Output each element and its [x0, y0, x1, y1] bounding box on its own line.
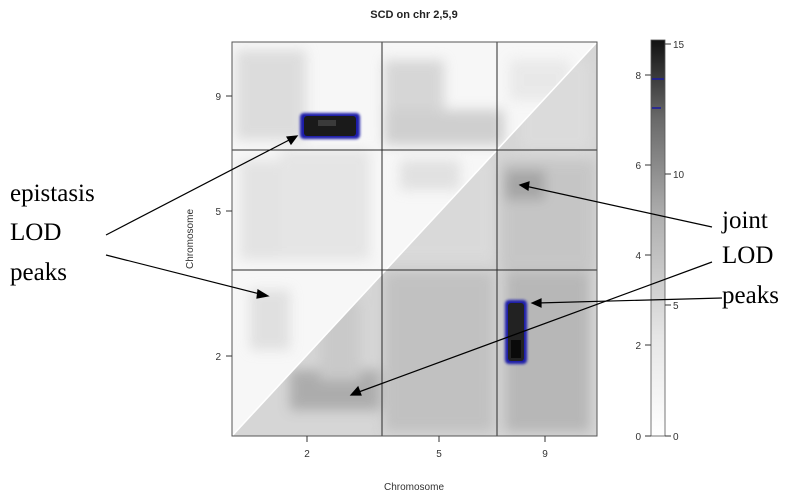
arrow-epistasis-peak-1 — [105, 137, 294, 236]
y-tick-label: 9 — [215, 92, 221, 103]
epistasis-lod-peak — [300, 113, 360, 139]
chromosome-grid — [232, 42, 597, 436]
annotation-line: LOD — [10, 219, 61, 246]
arrow-joint-peak-2 — [355, 261, 713, 394]
y-axis: 2 5 9 Chromosome — [185, 92, 232, 363]
annotation-line: peaks — [722, 282, 779, 309]
annotation-joint: joint LOD peaks — [721, 207, 779, 309]
arrow-joint-peak-1 — [524, 185, 713, 228]
x-tick-label: 5 — [436, 449, 442, 460]
annotation-epistasis: epistasis LOD peaks — [10, 180, 95, 286]
y-tick-label: 2 — [215, 352, 221, 363]
arrowhead — [349, 385, 362, 396]
y-tick-label: 5 — [215, 207, 221, 218]
colorbar-left-tick: 6 — [635, 161, 641, 172]
plot-frame — [231, 41, 598, 437]
heatmap-plot-area — [232, 42, 597, 436]
colorbar-left-scale — [645, 74, 651, 437]
annotation-line: peaks — [10, 259, 67, 286]
annotation-line: epistasis — [10, 180, 95, 207]
arrowhead — [530, 298, 542, 308]
colorbar-left-tick: 0 — [635, 432, 641, 443]
colorbar-right-tick: 0 — [673, 432, 679, 443]
x-axis-label: Chromosome — [384, 482, 444, 493]
arrowhead — [256, 289, 270, 299]
arrow-epistasis-peak-2 — [105, 254, 265, 296]
y-axis-label: Chromosome — [185, 209, 196, 269]
joint-lod-peak — [505, 300, 527, 364]
colorbar-gradient — [650, 39, 666, 437]
x-tick-label: 9 — [542, 449, 548, 460]
arrowhead — [286, 135, 299, 146]
annotation-arrows — [105, 135, 723, 396]
annotation-line: joint — [721, 207, 768, 234]
colorbar-right-tick: 5 — [673, 301, 679, 312]
x-axis: 2 5 9 Chromosome — [304, 436, 548, 493]
colorbar-right-tick: 10 — [673, 170, 685, 181]
colorbar: 0 2 4 6 8 0 5 10 15 — [635, 39, 685, 443]
colorbar-right-tick: 15 — [673, 40, 685, 51]
diagonal-line — [232, 42, 597, 436]
colorbar-left-tick: 8 — [635, 71, 641, 82]
colorbar-right-scale — [665, 43, 671, 437]
colorbar-left-tick: 2 — [635, 341, 641, 352]
x-tick-label: 2 — [304, 449, 310, 460]
colorbar-left-tick: 4 — [635, 251, 641, 262]
arrowhead — [518, 181, 530, 192]
annotation-line: LOD — [722, 242, 773, 269]
arrow-joint-peak-3 — [536, 297, 723, 304]
chart-title: SCD on chr 2,5,9 — [370, 9, 457, 21]
